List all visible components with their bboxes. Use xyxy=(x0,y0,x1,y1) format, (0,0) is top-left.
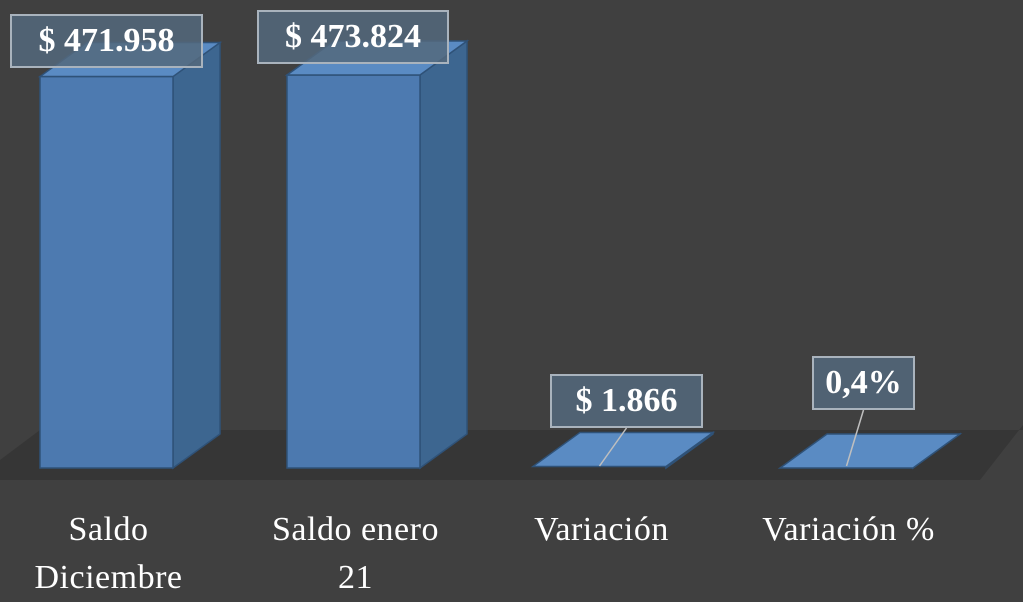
x-tick-label: Variación xyxy=(534,511,669,548)
value-label: $ 471.958 xyxy=(10,14,203,68)
bar xyxy=(530,430,716,470)
leader-line xyxy=(845,409,865,467)
value-label: $ 473.824 xyxy=(257,10,449,64)
x-tick-label: Variación % xyxy=(762,511,935,548)
floor xyxy=(0,425,1023,480)
bar-top xyxy=(530,431,716,468)
bar-side xyxy=(172,41,221,470)
value-label: $ 1.866 xyxy=(550,374,703,428)
bar xyxy=(37,41,223,470)
x-tick-label: Saldo enero 21 xyxy=(272,511,439,596)
leader-line xyxy=(598,427,628,467)
bar xyxy=(284,39,470,470)
x-tick-label: Saldo Diciembre xyxy=(34,511,183,596)
bar-front xyxy=(286,74,421,469)
bar xyxy=(777,432,963,470)
bar-front xyxy=(39,75,174,469)
bar-top xyxy=(777,433,963,469)
value-label: 0,4% xyxy=(812,356,915,410)
bar-side xyxy=(419,39,468,470)
